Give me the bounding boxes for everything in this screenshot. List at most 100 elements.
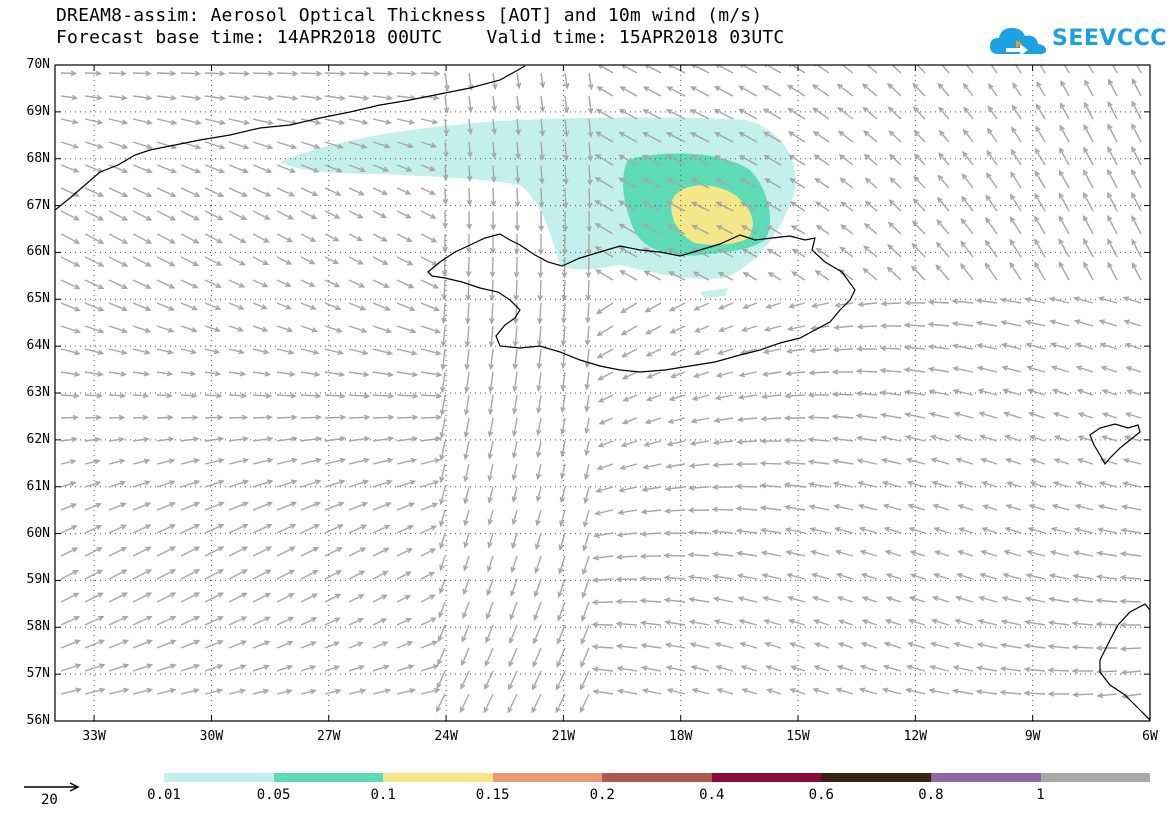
wind-arrow-head <box>932 503 939 510</box>
wind-arrow <box>324 416 345 419</box>
wind-arrow <box>464 440 470 459</box>
wind-arrow <box>887 83 902 97</box>
wind-arrow-head <box>861 83 869 90</box>
wind-arrow-head <box>787 595 794 602</box>
wind-arrow-head <box>887 244 894 251</box>
wind-arrow-head <box>531 684 538 691</box>
wind-arrow-head <box>764 65 768 68</box>
wind-arrow <box>324 371 344 376</box>
wind-arrow <box>812 302 830 308</box>
wind-arrow <box>1034 171 1046 189</box>
wind-arrow-head <box>981 527 988 533</box>
wind-arrow <box>60 279 80 290</box>
wind-arrow <box>300 302 316 310</box>
wind-arrow-head <box>170 639 177 645</box>
wind-arrow <box>372 348 392 355</box>
wind-arrow-head <box>1097 504 1105 510</box>
wind-arrow <box>442 325 446 346</box>
wind-arrow-head <box>1058 169 1065 176</box>
wind-arrow <box>957 573 974 580</box>
wind-arrow-head <box>409 305 416 312</box>
wind-arrow <box>1121 576 1142 580</box>
wind-arrow <box>738 574 758 580</box>
lat-label: 62N <box>26 431 50 447</box>
color-legend <box>164 773 1151 782</box>
wind-arrow <box>324 641 339 649</box>
wind-arrow <box>276 524 296 534</box>
wind-arrow <box>1001 321 1022 327</box>
wind-arrow-head <box>927 321 935 328</box>
wind-arrow-head <box>560 340 567 347</box>
wind-arrow <box>372 547 389 557</box>
wind-arrow <box>444 118 448 135</box>
wind-arrow-head <box>431 640 439 646</box>
wind-arrow <box>939 130 950 143</box>
wind-arrow-head <box>1000 642 1007 649</box>
wind-arrow-head <box>338 479 346 485</box>
wind-arrow <box>534 578 542 597</box>
wind-arrow-head <box>1002 572 1009 579</box>
wind-arrow <box>936 242 950 258</box>
wind-arrow <box>372 594 387 603</box>
wind-arrow-head <box>333 641 341 647</box>
wind-arrow-head <box>938 106 945 113</box>
wind-arrow-head <box>312 546 320 552</box>
wind-arrow-head <box>216 238 224 244</box>
wind-arrow-head <box>169 687 177 694</box>
wind-arrow <box>906 435 926 442</box>
coastlines <box>55 65 1150 721</box>
wind-arrow-head <box>976 665 983 672</box>
wind-arrow-head <box>193 663 201 670</box>
wind-arrow-head <box>385 327 393 334</box>
wind-arrow-head <box>314 393 322 399</box>
wind-arrow-head <box>169 592 177 598</box>
wind-arrow <box>492 141 495 158</box>
wind-arrow-head <box>595 308 603 314</box>
wind-arrow <box>1103 413 1118 419</box>
wind-arrow <box>60 525 77 534</box>
wind-arrow <box>621 65 638 74</box>
wind-arrow-head <box>286 664 294 671</box>
wind-arrow-head <box>1122 457 1130 464</box>
wind-arrow-head <box>884 618 892 625</box>
wind-arrow-head <box>664 619 671 626</box>
wind-arrow <box>691 178 710 189</box>
lat-label: 60N <box>26 525 50 541</box>
wind-arrow-head <box>689 132 697 138</box>
wind-arrow-head <box>986 149 993 157</box>
wind-arrow-head <box>766 688 773 694</box>
legend-level-label: 0.1 <box>370 787 396 803</box>
wind-arrow-head <box>440 386 446 394</box>
wind-arrow-head <box>72 143 80 149</box>
wind-arrow-head <box>241 414 249 421</box>
wind-arrow <box>737 507 758 511</box>
wind-arrow-head <box>903 389 911 396</box>
wind-arrow <box>108 416 124 419</box>
wind-arrow <box>156 371 172 375</box>
wind-arrow <box>156 279 175 289</box>
wind-arrow <box>204 72 225 75</box>
wind-arrow-head <box>715 65 720 69</box>
wind-arrow-head <box>880 457 888 464</box>
wind-arrow-head <box>314 119 322 126</box>
wind-arrow-head <box>1075 365 1083 371</box>
wind-arrow <box>180 95 201 100</box>
wind-arrow-head <box>712 573 719 580</box>
wind-arrow-head <box>432 283 440 289</box>
wind-arrow <box>439 555 446 570</box>
wind-arrow-head <box>1121 504 1128 510</box>
wind-arrow-head <box>336 547 343 553</box>
wind-arrow <box>204 502 224 511</box>
wind-arrow-head <box>958 527 965 533</box>
wind-arrow-head <box>218 168 226 174</box>
wind-arrow-head <box>764 201 772 208</box>
lat-label: 67N <box>26 197 50 213</box>
wind-arrow-head <box>362 95 370 101</box>
wind-arrow-head <box>310 213 318 220</box>
wind-arrow-head <box>1074 503 1082 510</box>
wind-arrow <box>488 532 494 548</box>
wind-arrow <box>420 72 440 75</box>
wind-arrow-head <box>465 317 471 325</box>
wind-arrow <box>276 501 296 511</box>
wind-arrow <box>1123 482 1142 488</box>
